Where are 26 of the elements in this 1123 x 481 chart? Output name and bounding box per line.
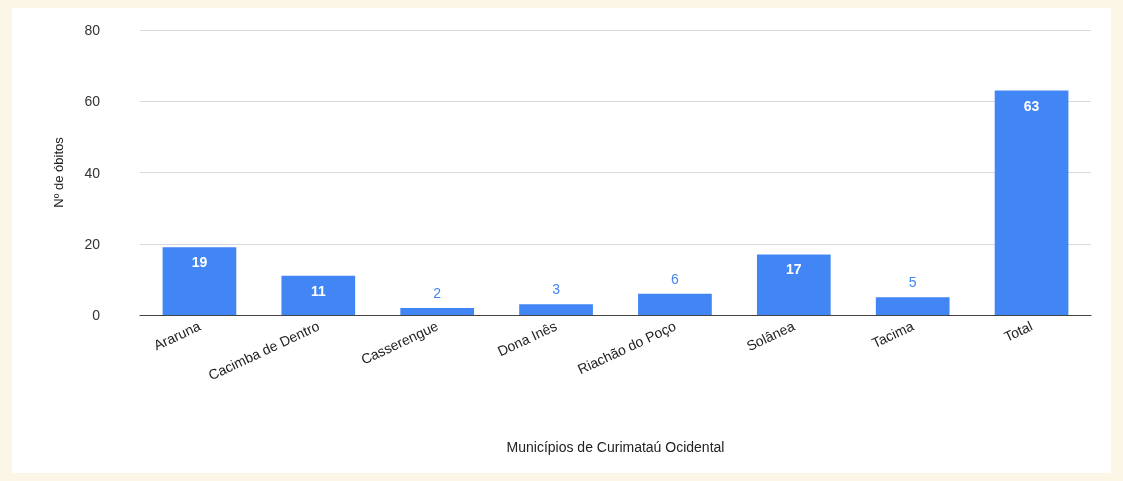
x-tick-label: Total	[1001, 317, 1035, 345]
bar	[400, 307, 475, 315]
y-tick-label: 80	[84, 22, 101, 38]
y-tick-label: 40	[84, 164, 101, 181]
y-axis-title: Nº de óbitos	[51, 136, 66, 208]
data-label: 3	[552, 281, 561, 298]
x-tick-label: Tacima	[869, 317, 917, 351]
data-label: 19	[191, 254, 208, 271]
data-label: 11	[310, 282, 326, 299]
y-tick-label: 20	[84, 235, 101, 252]
data-label: 5	[908, 274, 917, 291]
bar	[519, 304, 593, 315]
bar	[281, 275, 356, 315]
bar	[994, 90, 1069, 315]
bar	[162, 247, 237, 315]
bar	[756, 254, 831, 315]
y-tick-label: 0	[92, 307, 101, 323]
data-label: 63	[1023, 97, 1040, 114]
data-label: 2	[433, 284, 442, 301]
bar	[875, 297, 950, 315]
x-axis-title: Municípios de Curimataú Ocidental	[506, 439, 725, 455]
data-label: 17	[786, 261, 802, 278]
bar	[638, 293, 712, 315]
data-label: 6	[671, 270, 680, 287]
x-tick-label: Dona Inês	[494, 317, 560, 360]
y-tick-label: 60	[84, 93, 101, 110]
